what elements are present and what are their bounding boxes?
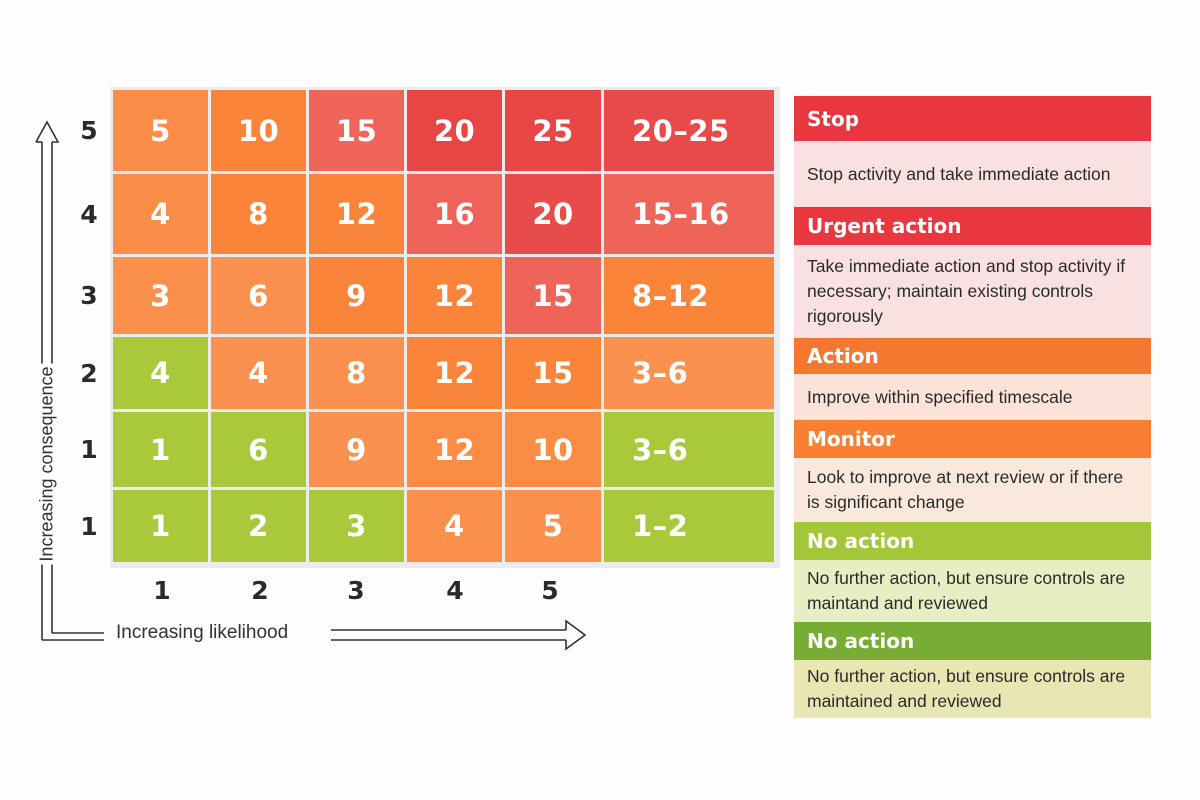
consequence-label: 1 [80,435,98,464]
risk-range-cell: 3–6 [604,337,774,409]
legend-level-description: Look to improve at next review or if the… [794,458,1151,522]
consequence-label: 3 [80,281,98,310]
likelihood-label: 5 [541,576,559,605]
risk-score-cell: 6 [211,412,306,487]
consequence-label: 1 [80,511,98,541]
legend-level-title: Monitor [794,420,1151,458]
risk-range-cell: 1–2 [604,490,774,562]
consequence-label: 4 [80,199,98,229]
likelihood-label: 2 [251,576,269,605]
legend-level-title: Stop [794,96,1151,141]
risk-range-cell: 20–25 [604,90,774,171]
consequence-label: 5 [80,116,98,145]
risk-score-cell: 15 [505,257,601,334]
risk-score-cell: 15 [309,90,404,171]
risk-range-cell: 8–12 [604,257,774,334]
risk-score-cell: 9 [309,412,404,487]
y-axis-title: Increasing consequence [36,363,58,565]
legend-level-description: No further action, but ensure controls a… [794,560,1151,622]
legend-level-title: Urgent action [794,207,1151,245]
risk-score-cell: 20 [505,174,601,254]
legend-level-description: Stop activity and take immediate action [794,141,1151,207]
risk-score-cell: 12 [309,174,404,254]
x-axis-title: Increasing likelihood [112,622,293,644]
risk-score-cell: 25 [505,90,601,171]
consequence-label: 2 [80,358,98,388]
risk-score-cell: 8 [211,174,306,254]
risk-score-cell: 16 [407,174,502,254]
risk-score-cell: 4 [407,490,502,562]
risk-score-cell: 3 [309,490,404,562]
risk-score-cell: 10 [211,90,306,171]
risk-score-cell: 15 [505,337,601,409]
risk-range-cell: 3–6 [604,412,774,487]
risk-score-cell: 8 [309,337,404,409]
risk-range-cell: 15–16 [604,174,774,254]
risk-matrix: 5 10 15 20 25 20–25 4 8 12 16 20 15–16 3 6 9 12 15 8–12 4 4… [110,87,780,568]
likelihood-label: 1 [153,576,171,605]
risk-score-cell: 3 [113,257,208,334]
risk-score-cell: 9 [309,257,404,334]
risk-score-cell: 4 [113,337,208,409]
risk-score-cell: 5 [113,90,208,171]
legend-level-title: No action [794,622,1151,660]
legend-level-title: No action [794,522,1151,560]
likelihood-label: 3 [347,576,365,605]
legend-level-title: Action [794,338,1151,374]
risk-score-cell: 20 [407,90,502,171]
risk-legend: Stop Stop activity and take immediate act… [794,96,1151,718]
risk-score-cell: 12 [407,337,502,409]
risk-score-cell: 12 [407,257,502,334]
legend-level-description: No further action, but ensure controls a… [794,660,1151,718]
risk-score-cell: 2 [211,490,306,562]
legend-level-description: Take immediate action and stop activity … [794,245,1151,338]
risk-score-cell: 5 [505,490,601,562]
risk-score-cell: 4 [211,337,306,409]
risk-score-cell: 1 [113,490,208,562]
risk-score-cell: 6 [211,257,306,334]
likelihood-label: 4 [446,576,464,605]
risk-score-cell: 1 [113,412,208,487]
risk-score-cell: 12 [407,412,502,487]
risk-score-cell: 4 [113,174,208,254]
legend-level-description: Improve within specified timescale [794,374,1151,420]
risk-score-cell: 10 [505,412,601,487]
